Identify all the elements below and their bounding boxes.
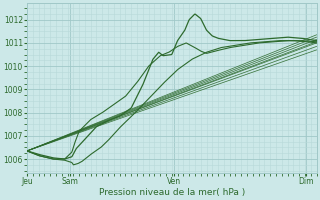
X-axis label: Pression niveau de la mer( hPa ): Pression niveau de la mer( hPa ) [99,188,245,197]
